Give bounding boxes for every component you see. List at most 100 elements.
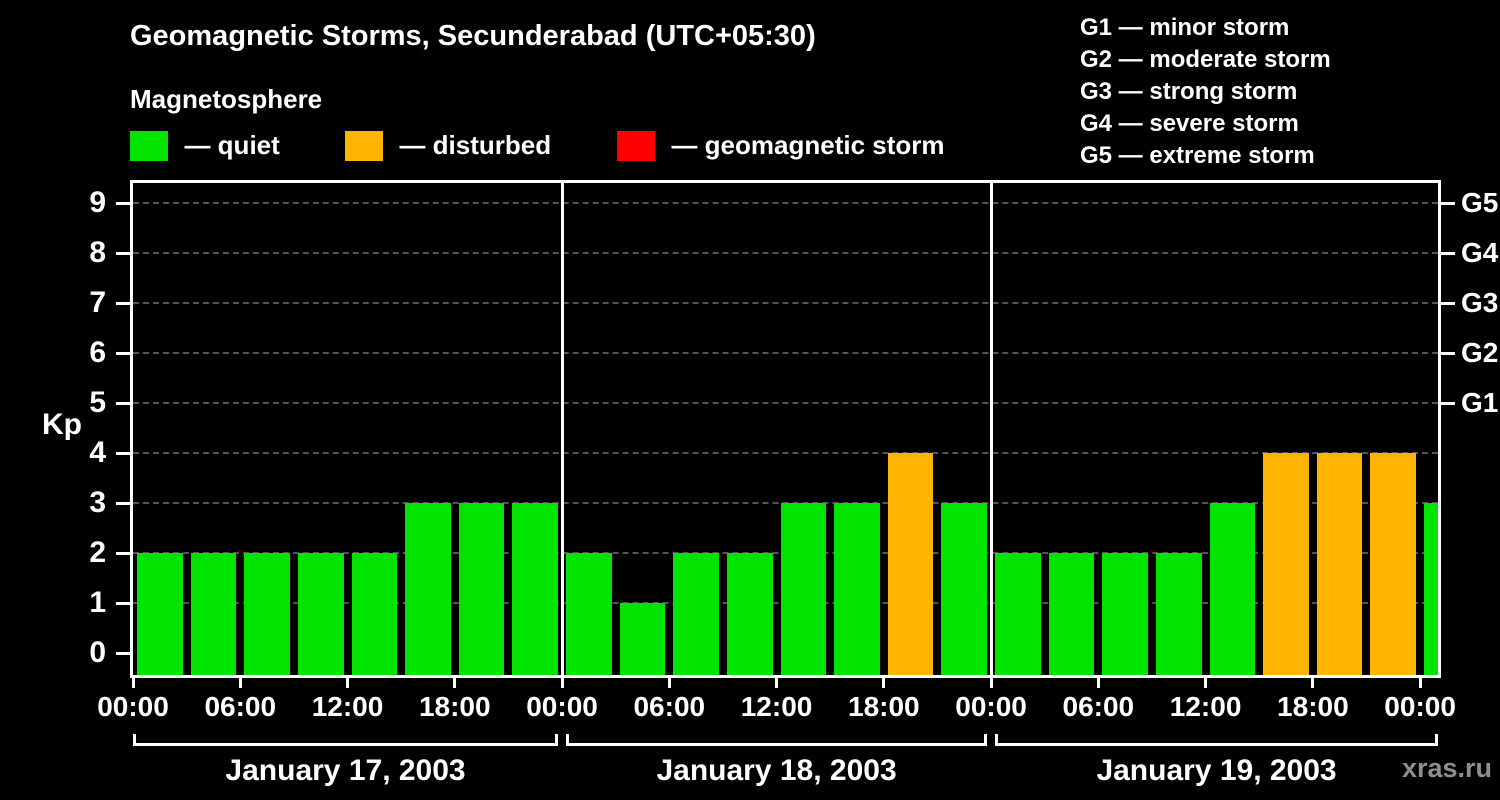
kp-bar [1370, 453, 1417, 675]
y-axis-tick [116, 452, 130, 455]
y-axis-tick [116, 252, 130, 255]
day-label: January 18, 2003 [656, 754, 897, 787]
g-scale-item-g2: G2 — moderate storm [1080, 46, 1331, 73]
g-axis-label: G5 [1461, 187, 1499, 218]
kp-bar [351, 553, 398, 675]
y-axis-tick-label: 1 [89, 586, 106, 619]
g-axis-tick [1441, 202, 1455, 205]
g-scale-item-g4: G4 — severe storm [1080, 110, 1299, 137]
kp-bar [619, 603, 666, 675]
x-axis-tick-label: 06:00 [204, 691, 277, 722]
chart-title: Geomagnetic Storms, Secunderabad (UTC+05… [130, 20, 816, 52]
x-axis-tick-label: 00:00 [97, 691, 169, 722]
y-axis-title: Kp [42, 408, 82, 441]
plot-area [130, 180, 1441, 678]
storm-color-swatch [617, 130, 655, 161]
chart-subtitle: Magnetosphere [130, 84, 323, 114]
g-scale-item-g5: G5 — extreme storm [1080, 142, 1315, 169]
watermark: xras.ru [1401, 753, 1492, 783]
kp-bar [726, 553, 773, 675]
kp-bar [512, 503, 559, 675]
g-axis-tick [1441, 302, 1455, 305]
x-axis-tick [667, 678, 671, 688]
y-axis-tick [116, 202, 130, 205]
legend-item-quiet: — quiet [130, 130, 280, 161]
y-axis-tick-label: 0 [89, 636, 106, 669]
y-axis-tick-label: 7 [89, 286, 106, 319]
y-axis-tick-label: 6 [89, 336, 106, 369]
day-separator [560, 183, 564, 675]
x-axis-tick [882, 678, 886, 688]
x-axis-tick-label: 12:00 [1169, 691, 1242, 722]
x-axis-tick-label: 06:00 [633, 691, 706, 722]
gridline [133, 302, 1438, 304]
kp-bar [1048, 553, 1095, 675]
x-axis-tick [131, 678, 135, 688]
x-axis-tick [1096, 678, 1100, 688]
y-axis-tick-label: 9 [89, 186, 106, 219]
legend-item-storm: — geomagnetic storm [617, 130, 945, 161]
kp-bar [995, 553, 1041, 675]
x-axis-tick [453, 678, 457, 688]
day-bracket-end [1435, 734, 1438, 745]
y-axis-tick [116, 402, 130, 405]
kp-bar [1102, 553, 1148, 675]
x-axis-tick-label: 00:00 [955, 691, 1027, 722]
kp-bar [1263, 453, 1309, 675]
legend-label-disturbed: — disturbed [399, 130, 552, 160]
disturbed-color-swatch [345, 130, 383, 161]
kp-bar [458, 503, 505, 675]
y-axis-tick [116, 652, 130, 655]
y-axis-tick [116, 352, 130, 355]
day-bracket [995, 743, 1438, 746]
x-axis-tick [1418, 678, 1422, 688]
x-axis-tick [238, 678, 242, 688]
day-bracket-end [133, 734, 136, 745]
x-axis-tick-label: 18:00 [848, 691, 920, 722]
y-axis-tick [116, 552, 130, 555]
kp-bar [1209, 503, 1256, 675]
y-axis-tick-label: 8 [89, 236, 106, 269]
x-axis-tick-label: 00:00 [526, 691, 598, 722]
kp-bar [1316, 453, 1363, 675]
kp-bar [566, 553, 612, 675]
gridline [133, 252, 1438, 254]
x-axis-tick-label: 06:00 [1062, 691, 1135, 722]
gridline [133, 402, 1438, 404]
day-label: January 17, 2003 [225, 754, 466, 787]
g-scale-item-g1: G1 — minor storm [1080, 14, 1290, 41]
x-axis-tick [1204, 678, 1208, 688]
g-scale-item-g3: G3 — strong storm [1080, 78, 1298, 105]
gridline [133, 352, 1438, 354]
x-axis-tick [775, 678, 779, 688]
x-axis-tick-label: 00:00 [1384, 691, 1456, 722]
g-axis-tick [1441, 252, 1455, 255]
g-axis-label: G2 [1461, 337, 1499, 368]
kp-bar [137, 553, 183, 675]
kp-bar [673, 553, 719, 675]
g-scale-legend: G1 — minor storm G2 — moderate storm G3 … [1080, 12, 1331, 172]
day-bracket-end [984, 734, 988, 745]
kp-bar [834, 503, 880, 675]
y-axis-tick-label: 3 [89, 486, 106, 519]
gridline [133, 202, 1438, 204]
kp-bar [1155, 553, 1202, 675]
kp-bar [297, 553, 344, 675]
kp-bar [190, 553, 237, 675]
day-bracket-end [566, 734, 570, 745]
y-axis-tick [116, 602, 130, 605]
day-bracket [566, 743, 988, 746]
day-bracket [133, 743, 559, 746]
x-axis-tick [346, 678, 350, 688]
quiet-color-swatch [130, 130, 168, 161]
legend-item-disturbed: — disturbed [345, 130, 551, 161]
day-bracket-end [555, 734, 559, 745]
g-axis-label: G4 [1461, 237, 1499, 268]
legend-label-storm: — geomagnetic storm [671, 130, 945, 160]
x-axis-tick [989, 678, 993, 688]
kp-bar [941, 503, 988, 675]
x-axis-tick-label: 12:00 [740, 691, 813, 722]
kp-bar [887, 453, 934, 675]
x-axis-tick-label: 18:00 [418, 691, 491, 722]
